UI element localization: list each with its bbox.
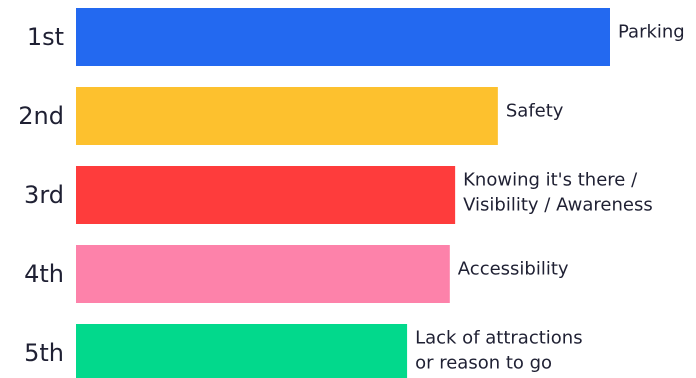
rank-label: 3rd — [24, 181, 64, 209]
bar — [76, 166, 456, 224]
rank-label: 2nd — [18, 102, 64, 130]
bar — [76, 8, 610, 66]
bar-row-4th: 4th Accessibility — [24, 245, 569, 303]
bar — [76, 324, 408, 378]
rank-label: 5th — [24, 339, 64, 367]
bar-category-label: Accessibility — [458, 259, 569, 280]
bar — [76, 245, 450, 303]
bar-category-label: Safety — [506, 101, 564, 122]
bar-category-label: Lack of attractions — [415, 328, 583, 349]
bar-row-3rd: 3rd Knowing it's there / Visibility / Awar… — [24, 166, 653, 224]
rank-label: 4th — [24, 260, 64, 288]
bar-row-1st: 1st Parking — [27, 8, 685, 66]
bar-row-2nd: 2nd Safety — [18, 87, 564, 145]
rank-label: 1st — [27, 23, 64, 51]
bar-category-label: Knowing it's there / — [463, 170, 638, 191]
bar — [76, 87, 498, 145]
bar-category-label: Parking — [618, 22, 685, 43]
bar-category-label: Visibility / Awareness — [463, 195, 653, 216]
bar-row-5th: 5th Lack of attractions or reason to go — [24, 324, 583, 378]
bar-category-label: or reason to go — [415, 353, 552, 374]
